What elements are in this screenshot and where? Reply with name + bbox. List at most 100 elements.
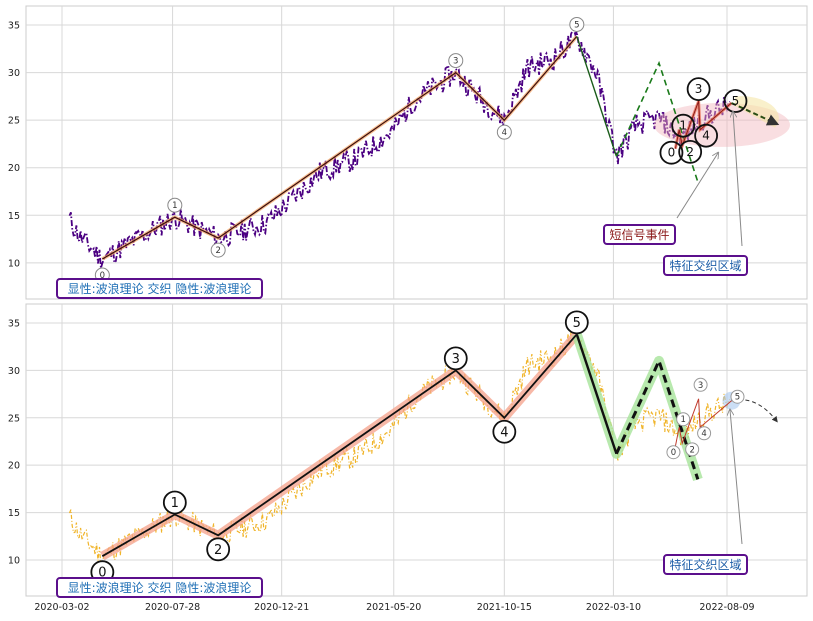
x-tick-label: 2020-03-02	[34, 602, 89, 613]
x-tick-label: 2022-03-10	[586, 602, 641, 613]
wave-label: 5	[574, 20, 579, 30]
small-wave-label: 2	[689, 445, 694, 455]
dashed-path	[615, 356, 700, 480]
small-wave-path	[674, 398, 732, 447]
wave-path	[101, 333, 578, 557]
small-wave-marker	[686, 77, 711, 102]
wave-marker	[569, 16, 585, 32]
wave-label: 0	[98, 566, 106, 581]
small-wave-marker	[676, 412, 691, 427]
small-wave-marker	[671, 113, 696, 138]
bottom-feature-annotation: 特征交织区域	[663, 410, 748, 575]
bottom-feature-arrow	[730, 410, 743, 545]
small-wave-label: 0	[668, 146, 676, 160]
y-tick-label: 35	[8, 21, 20, 32]
bottom-price-series	[68, 326, 731, 566]
wave-label: 4	[502, 128, 507, 138]
small-wave-marker	[730, 389, 745, 404]
short-signal-frame	[603, 224, 676, 245]
top-grid	[26, 6, 807, 299]
decline-line	[576, 36, 618, 157]
short-signal-label: 短信号事件	[609, 228, 669, 242]
small-wave-label: 3	[695, 82, 703, 96]
wave-marker	[448, 53, 464, 69]
bottom-caption-frame	[56, 577, 263, 598]
top-caption-frame	[56, 278, 263, 299]
small-wave-label: 5	[732, 94, 740, 108]
price-line	[68, 326, 731, 566]
small-wave-marker	[666, 445, 681, 460]
small-wave-label: 5	[735, 393, 740, 403]
y-tick-label: 20	[8, 163, 20, 174]
wave-marker	[162, 490, 187, 515]
bottom-y-ticks: 10 15 20 25 30 35	[8, 318, 20, 566]
top-feature-annotation: 特征交织区域	[663, 112, 748, 276]
y-tick-label: 25	[8, 116, 20, 127]
y-tick-label: 30	[8, 68, 20, 79]
small-wave-label: 4	[701, 429, 706, 439]
wave-path	[102, 36, 578, 260]
price-line	[68, 28, 731, 269]
small-wave-label: 3	[698, 381, 703, 391]
wave-label: 3	[453, 57, 458, 67]
small-wave-marker	[678, 139, 703, 164]
small-wave-label: 1	[680, 415, 685, 425]
wave-label: 2	[215, 246, 220, 256]
y-tick-label: 15	[8, 508, 20, 519]
x-tick-label: 2021-10-15	[477, 602, 532, 613]
x-tick-label: 2020-07-28	[145, 602, 200, 613]
wave-label: 1	[172, 201, 177, 211]
wave-marker	[443, 346, 468, 371]
wave-marker	[564, 310, 589, 335]
bottom-feature-frame	[663, 554, 748, 575]
y-tick-label: 10	[8, 555, 20, 566]
short-signal-annotation: 短信号事件	[603, 153, 718, 245]
top-feature-label: 特征交织区域	[669, 258, 741, 273]
bottom-wave-line	[101, 333, 778, 557]
top-y-ticks: 10 15 20 25 30 35	[8, 21, 20, 270]
wave-label: 4	[500, 425, 508, 440]
y-tick-label: 30	[8, 366, 20, 377]
wave-label: 0	[100, 271, 105, 281]
wave-label: 3	[452, 352, 460, 367]
wave-label: 5	[573, 316, 581, 331]
wave-marker	[496, 124, 512, 140]
y-tick-label: 10	[8, 258, 20, 269]
wave-marker	[206, 537, 231, 562]
small-wave-label: 2	[686, 145, 694, 159]
decline-line	[575, 333, 618, 455]
small-wave-marker	[659, 140, 684, 165]
x-tick-label: 2020-12-21	[254, 602, 309, 613]
projection-line	[731, 102, 780, 126]
x-tick-label: 2021-05-20	[366, 602, 421, 613]
small-wave-marker	[697, 426, 712, 441]
bottom-panel: 10 15 20 25 30 35 0 1 2 3 4 5 0 1 2 3 4 5 显性:波浪理论 交织 隐性:…	[8, 303, 808, 598]
y-tick-label: 25	[8, 413, 20, 424]
top-plot-frame	[25, 5, 808, 300]
top-price-series	[68, 28, 731, 269]
wave-marker	[492, 419, 517, 444]
projection-line	[731, 399, 778, 423]
x-axis-ticks: 2020-03-02 2020-07-28 2020-12-21 2021-05-20…	[34, 602, 754, 613]
top-caption-text: 显性:波浪理论 交织 隐性:波浪理论	[68, 281, 252, 296]
wave-label: 2	[214, 543, 222, 558]
bottom-feature-label: 特征交织区域	[669, 557, 741, 572]
top-feature-frame	[663, 255, 748, 276]
small-wave-marker	[693, 377, 708, 392]
y-tick-label: 20	[8, 461, 20, 472]
y-tick-label: 35	[8, 318, 20, 329]
small-wave-label: 4	[702, 129, 710, 143]
x-tick-label: 2022-08-09	[699, 602, 754, 613]
small-wave-label: 1	[679, 119, 687, 133]
small-wave-label: 0	[671, 448, 676, 458]
small-wave-marker	[694, 123, 719, 148]
wave-marker	[210, 242, 226, 258]
y-tick-label: 15	[8, 211, 20, 222]
wave-marker	[167, 197, 183, 213]
small-wave-marker	[685, 442, 700, 457]
bottom-caption-box: 显性:波浪理论 交织 隐性:波浪理论	[56, 577, 263, 598]
